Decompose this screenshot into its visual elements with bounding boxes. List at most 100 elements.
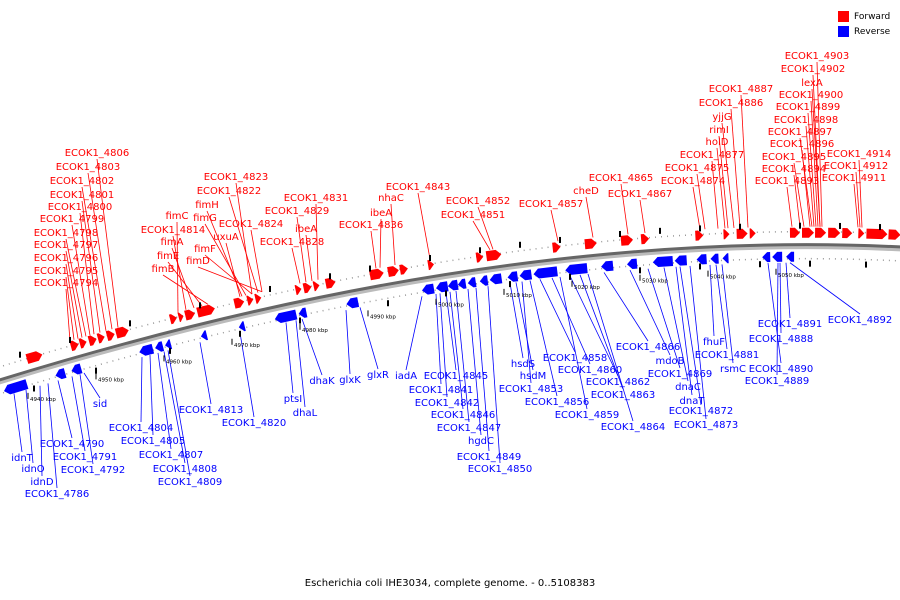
gene-label: ECOK1_4869 (648, 369, 713, 380)
reverse-gene (710, 253, 719, 264)
gene-label: ECOK1_4841 (409, 385, 474, 396)
forward-gene (640, 234, 650, 245)
gene-label: fimH (195, 200, 219, 211)
track-marker (19, 351, 21, 358)
gene-label: mdoB (655, 356, 684, 367)
track-marker (429, 254, 431, 261)
forward-gene (695, 230, 704, 241)
leader-line (629, 269, 671, 356)
forward-gene (254, 293, 262, 304)
forward-gene (736, 228, 748, 239)
leader-line (65, 250, 83, 338)
gene-label: rimI (709, 125, 729, 136)
forward-gene (723, 229, 730, 240)
gene-label: hsdM (520, 371, 547, 382)
leader-line (559, 276, 588, 410)
leader-line (140, 357, 143, 423)
gene-label: ECOK1_4853 (499, 384, 564, 395)
leader-line (65, 238, 87, 337)
leader-line (855, 171, 861, 228)
gene-label: ECOK1_4786 (25, 489, 90, 500)
track-marker (809, 260, 811, 267)
gene-label: ECOK1_4806 (65, 148, 130, 159)
forward-gene (858, 228, 865, 239)
leader-line (663, 267, 689, 382)
gene-label: cheD (573, 186, 599, 197)
gene-label: hsdS (511, 359, 535, 370)
track-marker (739, 223, 741, 230)
leader-line (585, 196, 594, 238)
leader-line (285, 322, 294, 394)
leader-line (405, 296, 423, 371)
leader-line (801, 149, 811, 227)
leader-line (301, 318, 323, 376)
gene-label: ECOK1_4865 (589, 173, 654, 184)
track-marker (699, 225, 701, 232)
forward-swatch (838, 11, 849, 22)
gene-label: ECOK1_4863 (591, 390, 656, 401)
leader-line (228, 196, 259, 293)
scale-tick-label: 4950 kbp (98, 377, 124, 383)
scale-tick-label: 4970 kbp (234, 343, 260, 349)
gene-label: ECOK1_4893 (755, 176, 820, 187)
leader-line (515, 282, 534, 371)
gene-label: ECOK1_4800 (48, 202, 113, 213)
gene-label: ECOK1_4873 (674, 420, 739, 431)
leader-line (675, 266, 693, 396)
gene-label: ECOK1_4801 (50, 190, 115, 201)
track-marker (199, 302, 201, 309)
gene-label: ECOK1_4831 (284, 193, 349, 204)
track-marker (659, 227, 661, 234)
forward-gene (888, 229, 900, 240)
gene-label: ECOK1_4829 (265, 206, 330, 217)
gene-label: ECOK1_4888 (749, 334, 814, 345)
forward-gene (802, 227, 814, 238)
gene-label: ECOK1_4805 (121, 436, 186, 447)
scale-tick-label: 4960 kbp (166, 359, 192, 365)
gene-label: fimD (186, 256, 210, 267)
leader-line (81, 186, 107, 331)
leader-line (679, 266, 702, 406)
gene-label: dhaK (309, 376, 335, 387)
track-marker (69, 336, 71, 343)
leader-line (296, 216, 307, 283)
gene-label: ECOK1_4797 (34, 240, 99, 251)
leader-line (225, 242, 241, 297)
leader-line (71, 224, 91, 336)
gene-label: ECOK1_4824 (219, 219, 284, 230)
forward-gene (475, 252, 484, 263)
leader-line (65, 263, 79, 339)
track-marker (129, 320, 131, 327)
gene-label: ECOK1_4851 (441, 210, 506, 221)
leader-line (345, 310, 351, 375)
gene-label: ECOK1_4843 (386, 182, 451, 193)
forward-gene (294, 285, 302, 295)
gene-label: ECOK1_4864 (601, 422, 666, 433)
leader-line (250, 229, 263, 292)
scale-tick-label: 4940 kbp (30, 397, 56, 403)
forward-gene (105, 330, 115, 341)
gene-label: ECOK1_4807 (139, 450, 204, 461)
leader-line (65, 276, 75, 340)
track-marker (95, 367, 97, 374)
forward-gene (842, 228, 853, 239)
forward-gene (789, 227, 800, 238)
reverse-gene (601, 260, 614, 272)
track-marker (33, 385, 35, 392)
track-marker (759, 261, 761, 268)
forward-gene (866, 228, 888, 240)
leader-line (295, 320, 306, 408)
leader-line (550, 209, 559, 242)
reverse-gene (565, 263, 588, 275)
leader-line (793, 174, 801, 227)
leader-line (740, 94, 749, 228)
leader-line (370, 230, 377, 269)
gene-label: ECOK1_4794 (34, 278, 99, 289)
gene-label: fimC (165, 211, 188, 222)
leader-line (83, 372, 101, 399)
leader-line (551, 277, 591, 365)
reverse-gene (722, 253, 729, 264)
track-marker (269, 285, 271, 292)
leader-line (587, 273, 634, 422)
gene-label: ECOK1_4856 (525, 397, 590, 408)
